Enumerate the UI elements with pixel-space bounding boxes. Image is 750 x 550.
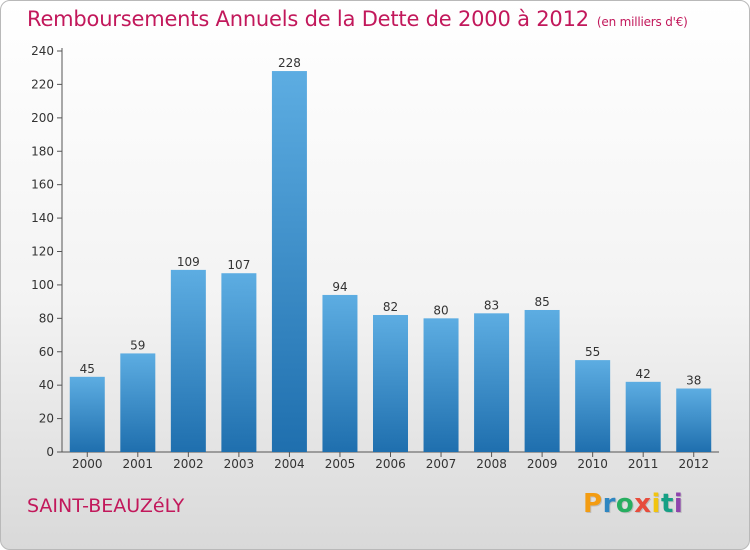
x-tick-label: 2002 <box>173 457 204 471</box>
x-tick-label: 2010 <box>577 457 608 471</box>
x-tick-label: 2005 <box>325 457 356 471</box>
x-tick-label: 2004 <box>274 457 305 471</box>
y-tick-label: 200 <box>31 111 54 125</box>
data-label: 94 <box>332 280 347 294</box>
x-tick-label: 2006 <box>375 457 406 471</box>
logo-letter: i <box>651 489 661 519</box>
logo-letter: P <box>583 489 603 519</box>
y-tick-label: 120 <box>31 245 54 259</box>
bar <box>676 388 712 452</box>
x-tick-label: 2008 <box>476 457 507 471</box>
data-label: 107 <box>227 258 250 272</box>
data-label: 83 <box>484 298 499 312</box>
bar <box>474 313 510 452</box>
y-tick-label: 140 <box>31 211 54 225</box>
logo-letter: o <box>615 489 635 519</box>
data-label: 59 <box>130 338 145 352</box>
data-label: 42 <box>636 367 651 381</box>
x-tick-label: 2001 <box>123 457 154 471</box>
bar <box>170 269 206 452</box>
bar <box>423 318 459 452</box>
data-label: 55 <box>585 345 600 359</box>
axes: 0 20 40 60 80 100 120 140 160 180 200 220 240 2000 200… <box>31 44 719 471</box>
bars: 45 59 109 107 228 94 82 80 83 85 55 42 38 <box>69 56 712 453</box>
bar <box>271 71 307 453</box>
bar <box>69 376 105 452</box>
x-tick-label: 2000 <box>72 457 103 471</box>
chart-title: Remboursements Annuels de la Dette de 20… <box>27 7 688 31</box>
x-tick-label: 2009 <box>527 457 558 471</box>
x-tick-label: 2007 <box>426 457 457 471</box>
bar <box>625 381 661 452</box>
bar <box>373 314 408 452</box>
x-tick-label: 2011 <box>628 457 659 471</box>
bar <box>322 294 358 452</box>
data-label: 45 <box>80 362 95 376</box>
y-tick-label: 160 <box>31 178 54 192</box>
y-tick-label: 60 <box>39 345 54 359</box>
x-tick-label: 2012 <box>678 457 709 471</box>
logo-letter: i <box>673 489 684 519</box>
data-label: 38 <box>686 374 701 388</box>
y-tick-label: 0 <box>46 445 54 459</box>
bar <box>221 273 257 452</box>
y-tick-label: 80 <box>39 311 54 325</box>
proxiti-logo[interactable]: Proxiti <box>583 489 683 519</box>
y-tick-label: 220 <box>31 77 54 91</box>
bar <box>120 353 156 452</box>
city-name: SAINT-BEAUZéLY <box>27 495 185 517</box>
data-label: 228 <box>278 56 301 70</box>
data-label: 85 <box>534 295 549 309</box>
data-label: 80 <box>433 303 448 317</box>
x-tick-label: 2003 <box>224 457 255 471</box>
y-tick-label: 100 <box>31 278 54 292</box>
y-tick-label: 180 <box>31 144 54 158</box>
y-tick-label: 240 <box>31 44 54 58</box>
logo-letter: x <box>634 489 652 519</box>
data-label: 82 <box>383 300 398 314</box>
logo-letter: t <box>660 489 674 519</box>
y-tick-label: 40 <box>39 378 54 392</box>
y-tick-label: 20 <box>39 412 54 426</box>
bar <box>575 360 611 452</box>
bar <box>524 309 560 452</box>
data-label: 109 <box>177 255 200 269</box>
chart-unit: (en milliers d'€) <box>596 15 688 29</box>
chart-title-text: Remboursements Annuels de la Dette de 20… <box>27 7 589 31</box>
logo-letter: r <box>602 489 616 519</box>
